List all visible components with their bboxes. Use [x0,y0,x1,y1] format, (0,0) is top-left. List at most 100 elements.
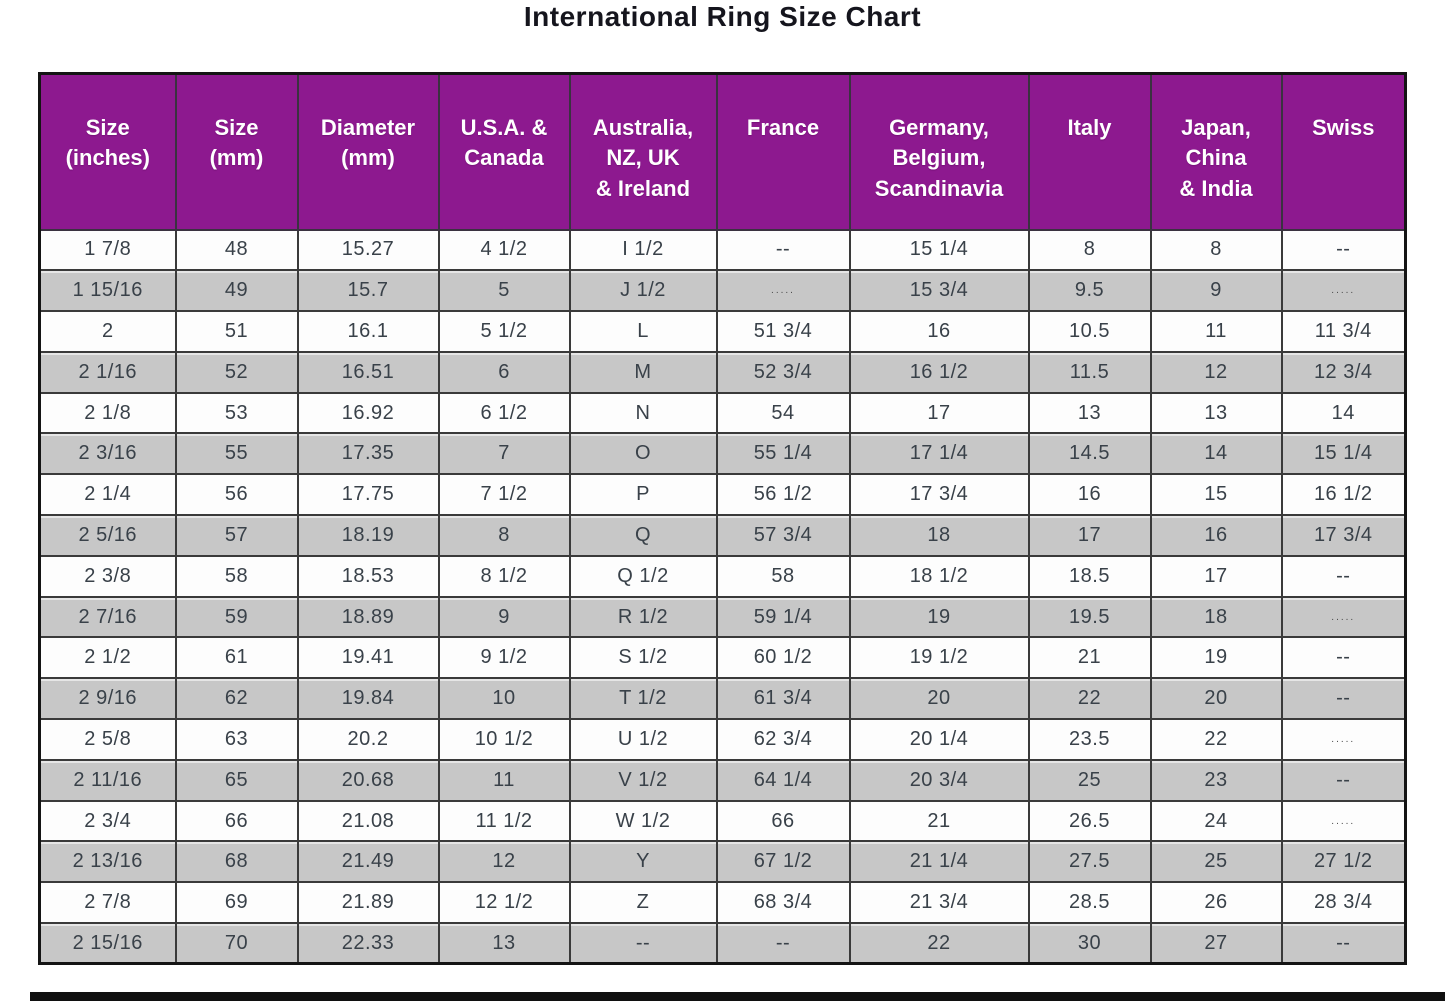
table-cell: 10 1/2 [437,718,571,761]
table-cell: 11 [437,758,571,802]
table-cell: R 1/2 [568,595,718,639]
table-row: 2 5/16 57 18.19 8 Q 57 3/4 18 17 16 17 3/4 [38,514,1407,557]
table-cell: 15 3/4 [848,269,1030,313]
table-cell: 16 1/2 [1280,473,1407,517]
table-cell: 64 1/4 [715,758,851,802]
table-cell: 9 [1149,269,1283,313]
table-cell: -- [1280,922,1407,965]
table-cell: 22 [1027,677,1152,721]
table-cell: 10 [437,677,571,721]
table-cell: 21 1/4 [848,840,1030,884]
table-cell: 16 [848,310,1030,353]
table-cell: 26.5 [1027,799,1152,843]
table-cell: V 1/2 [568,758,718,802]
table-cell: 18 [1149,595,1283,639]
table-cell: 62 3/4 [715,718,851,761]
table-row: 2 11/16 65 20.68 11 V 1/2 64 1/4 20 3/4 25 23 -- [38,758,1407,802]
table-cell: 18.5 [1027,554,1152,598]
table-cell: 7 [437,432,571,476]
table-cell: 19.41 [296,636,440,680]
table-cell: 14 [1280,391,1407,435]
table-cell: 17 1/4 [848,432,1030,476]
table-cell: 21 [1027,636,1152,680]
table-cell: 5 1/2 [437,310,571,353]
table-cell: L [568,310,718,353]
table-cell: 2 1/8 [38,391,177,435]
table-cell: 13 [1149,391,1283,435]
table-cell: P [568,473,718,517]
table-cell: 17 3/4 [1280,514,1407,557]
table-cell: 51 [174,310,299,353]
column-header-france: France [715,72,851,231]
table-row: 2 3/8 58 18.53 8 1/2 Q 1/2 58 18 1/2 18.5 17 -- [38,554,1407,598]
table-cell: 2 [38,310,177,353]
table-cell: 59 [174,595,299,639]
column-header-italy: Italy [1027,72,1152,231]
table-cell: 12 [437,840,571,884]
table-cell: 18.89 [296,595,440,639]
table-cell: 7 1/2 [437,473,571,517]
bottom-divider-bar [30,992,1445,1001]
table-cell: 20 3/4 [848,758,1030,802]
table-cell: 49 [174,269,299,313]
column-header-diameter-mm: Diameter (mm) [296,72,440,231]
table-cell: 19.5 [1027,595,1152,639]
table-cell: 11.5 [1027,350,1152,394]
table-cell: 15.7 [296,269,440,313]
table-cell: ..... [1280,595,1407,639]
table-cell: 52 3/4 [715,350,851,394]
table-cell: 63 [174,718,299,761]
table-cell: I 1/2 [568,228,718,272]
table-cell: 10.5 [1027,310,1152,353]
table-cell: 2 13/16 [38,840,177,884]
table-cell: 20.68 [296,758,440,802]
table-cell: 16 [1149,514,1283,557]
table-cell: 2 7/8 [38,881,177,925]
table-cell: T 1/2 [568,677,718,721]
table-cell: 13 [1027,391,1152,435]
table-cell: -- [715,228,851,272]
table-cell: 27.5 [1027,840,1152,884]
table-cell: 2 1/16 [38,350,177,394]
table-cell: 17 3/4 [848,473,1030,517]
table-cell: Y [568,840,718,884]
table-cell: 22.33 [296,922,440,965]
table-cell: 2 3/16 [38,432,177,476]
table-cell: 53 [174,391,299,435]
table-cell: 9.5 [1027,269,1152,313]
table-cell: Q [568,514,718,557]
table-cell: 8 [437,514,571,557]
table-cell: 21.89 [296,881,440,925]
table-cell: 14.5 [1027,432,1152,476]
table-cell: 6 [437,350,571,394]
table-cell: 11 [1149,310,1283,353]
table-cell: -- [715,922,851,965]
table-row: 2 3/4 66 21.08 11 1/2 W 1/2 66 21 26.5 24..... [38,799,1407,843]
table-cell: ..... [715,269,851,313]
table-cell: 15 [1149,473,1283,517]
table-cell: 17.75 [296,473,440,517]
table-cell: 21.08 [296,799,440,843]
table-row: 2 9/16 62 19.84 10 T 1/2 61 3/4 20 22 20 -- [38,677,1407,721]
table-cell: 15.27 [296,228,440,272]
table-cell: 48 [174,228,299,272]
table-cell: 9 [437,595,571,639]
table-cell: 25 [1149,840,1283,884]
table-cell: -- [1280,677,1407,721]
table-cell: 15 1/4 [848,228,1030,272]
table-cell: 28 3/4 [1280,881,1407,925]
table-cell: 58 [715,554,851,598]
table-row: 1 15/16 49 15.7 5 J 1/2..... 15 3/4 9.5 9..... [38,269,1407,313]
table-row: 2 5/8 63 20.2 10 1/2 U 1/2 62 3/4 20 1/4 23.5 22… [38,718,1407,761]
table-row: 2 1/2 61 19.41 9 1/2 S 1/2 60 1/2 19 1/2 21 19 -- [38,636,1407,680]
table-cell: 66 [174,799,299,843]
table-cell: ..... [1280,269,1407,313]
table-cell: J 1/2 [568,269,718,313]
table-cell: 55 1/4 [715,432,851,476]
page-title: International Ring Size Chart [523,1,922,32]
column-header-japan-china-india: Japan, China & India [1149,72,1283,231]
table-row: 2 15/16 70 22.33 13 -- -- 22 30 27 -- [38,922,1407,965]
ring-size-chart-table: Size (inches) Size (mm) Diameter (mm) U.S.A… [38,72,1407,966]
table-cell: N [568,391,718,435]
